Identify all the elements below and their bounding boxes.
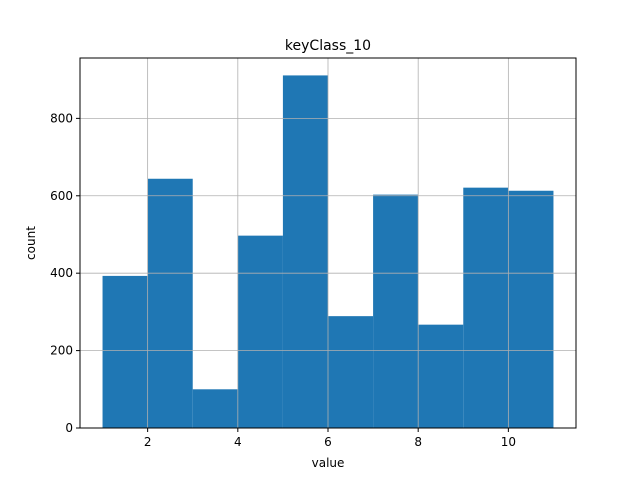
x-tick-label: 6 xyxy=(324,435,332,449)
y-tick-label: 200 xyxy=(50,344,73,358)
histogram-bar xyxy=(147,178,193,428)
x-tick-label: 8 xyxy=(414,435,422,449)
histogram-bar xyxy=(192,389,238,428)
histogram-bar xyxy=(102,275,148,428)
y-tick-label: 400 xyxy=(50,266,73,280)
histogram-bar xyxy=(418,324,464,428)
histogram-bar xyxy=(508,190,554,428)
ticks-layer: 2 4 6 8 10 0 200 400 600 800 xyxy=(50,111,516,449)
histogram-bar xyxy=(328,316,374,428)
y-tick-label: 800 xyxy=(50,111,73,125)
histogram-bar xyxy=(282,75,328,428)
y-axis-label: count xyxy=(24,226,38,260)
x-tick-label: 10 xyxy=(501,435,516,449)
bars-layer xyxy=(102,75,554,428)
histogram-bar xyxy=(463,187,509,428)
x-tick-label: 2 xyxy=(144,435,152,449)
histogram-bar xyxy=(237,235,283,428)
x-axis-label: value xyxy=(312,456,345,470)
x-tick-label: 4 xyxy=(234,435,242,449)
grid-layer xyxy=(80,58,576,429)
chart-title: keyClass_10 xyxy=(285,38,371,54)
histogram-bar xyxy=(373,194,419,428)
y-tick-label: 0 xyxy=(65,421,73,435)
y-tick-label: 600 xyxy=(50,189,73,203)
